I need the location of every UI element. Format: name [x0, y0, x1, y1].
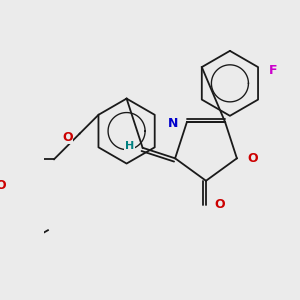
Text: F: F: [269, 64, 278, 77]
Text: O: O: [0, 179, 6, 192]
Text: N: N: [168, 117, 178, 130]
Text: O: O: [214, 198, 225, 211]
Text: H: H: [125, 141, 134, 151]
Text: O: O: [62, 130, 73, 143]
Text: O: O: [247, 152, 258, 165]
